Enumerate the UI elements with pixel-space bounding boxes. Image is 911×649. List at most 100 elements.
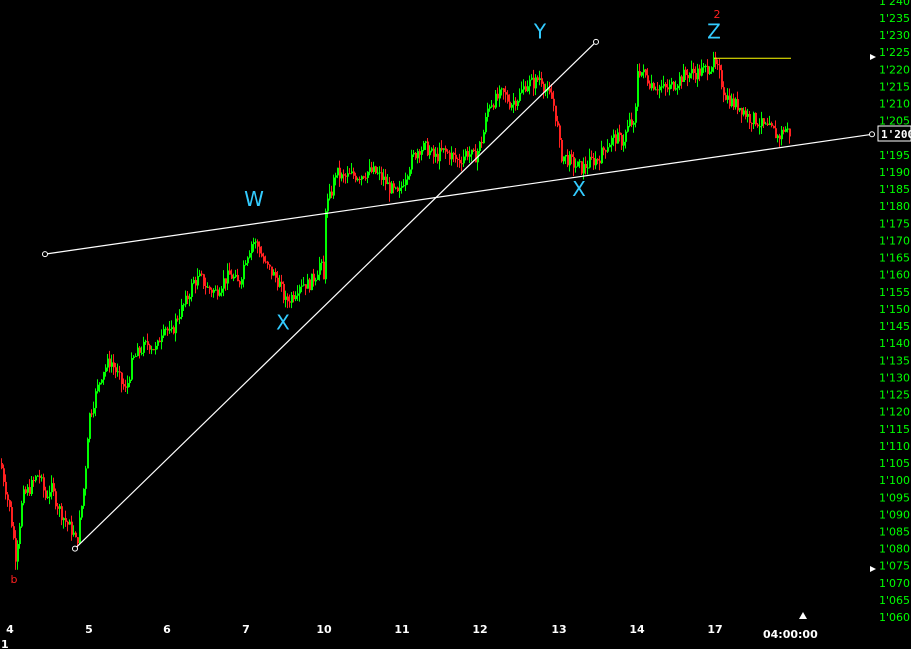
candle-body [707, 65, 709, 74]
candle-body [779, 135, 781, 140]
candle [473, 148, 475, 152]
candle [495, 89, 497, 110]
y-tick-label: 1'205 [879, 115, 910, 128]
candle-body [641, 72, 643, 76]
candle [455, 147, 457, 163]
candle [531, 74, 533, 81]
candle-body [307, 279, 309, 289]
candle-body [163, 329, 165, 336]
candle-body [393, 183, 395, 188]
wave-degree-label: 2 [714, 8, 721, 21]
trendline [44, 133, 873, 255]
candle [683, 64, 685, 83]
candle-body [417, 151, 419, 159]
candle [145, 339, 147, 345]
candle [499, 85, 501, 107]
candle [161, 329, 163, 350]
candle-body [167, 328, 169, 331]
y-tick-label: 1'195 [879, 149, 910, 162]
candle-body [645, 69, 647, 76]
candle-body [245, 263, 247, 265]
x-tick-label: 13 [551, 623, 566, 636]
candle-body [253, 242, 255, 245]
candle-body [317, 274, 319, 280]
candle [557, 115, 559, 128]
candle [325, 208, 327, 284]
candle [551, 83, 553, 99]
y-tick-label: 1'150 [879, 303, 910, 316]
candle-body [575, 166, 577, 168]
candle-body [479, 141, 481, 151]
candle-body [221, 288, 223, 293]
scroll-up-triangle-icon[interactable] [799, 612, 807, 619]
candle [111, 354, 113, 373]
candle-body [751, 122, 753, 125]
candle-body [97, 384, 99, 392]
candle-body [663, 84, 665, 87]
candle-body [721, 70, 723, 88]
candle-body [377, 172, 379, 174]
candle [239, 280, 241, 288]
candle [351, 162, 353, 175]
candle [85, 465, 87, 496]
candle-body [179, 317, 181, 319]
candle [311, 273, 313, 291]
candle [49, 485, 51, 505]
candle-body [725, 95, 727, 100]
candle-body [445, 148, 447, 152]
candle-body [285, 296, 287, 300]
candle-body [783, 129, 785, 132]
candle-body [553, 98, 555, 106]
y-tick-label: 1'090 [879, 508, 910, 521]
candle [439, 142, 441, 170]
candle [303, 277, 305, 287]
candle-body [623, 141, 625, 146]
candle-body [533, 77, 535, 89]
candle [631, 112, 633, 128]
candle-body [267, 261, 269, 265]
candle [217, 285, 219, 300]
candle-body [665, 84, 667, 88]
candle-body [541, 78, 543, 84]
candle-body [339, 167, 341, 179]
candle [653, 81, 655, 91]
candle [703, 63, 705, 73]
candle-body [229, 270, 231, 275]
candle-body [451, 152, 453, 160]
candle [23, 485, 25, 506]
candle [615, 130, 617, 152]
candle [451, 146, 453, 166]
candle-body [333, 177, 335, 196]
candle [571, 149, 573, 165]
candle-body [273, 272, 275, 276]
candle [513, 92, 515, 113]
candle [295, 291, 297, 302]
candle [441, 140, 443, 152]
candle [429, 145, 431, 159]
candle [75, 531, 77, 538]
candle [199, 269, 201, 277]
candle [657, 82, 659, 95]
candle-body [487, 108, 489, 117]
candle [685, 66, 687, 81]
candle [471, 149, 473, 162]
candle-body [703, 66, 705, 68]
candle [669, 79, 671, 96]
candle [9, 499, 11, 512]
candle [581, 161, 583, 175]
candle-body [513, 100, 515, 105]
candle [655, 86, 657, 91]
candle [663, 75, 665, 89]
candle [659, 84, 661, 99]
candle-body [627, 126, 629, 132]
candle-body [119, 371, 121, 373]
candle-body [323, 261, 325, 280]
candle-body [375, 166, 377, 174]
y-tick-label: 1'110 [879, 440, 910, 453]
candle [363, 175, 365, 180]
candle [261, 246, 263, 258]
candle [255, 238, 257, 249]
candle-body [615, 134, 617, 144]
candle-body [117, 371, 119, 373]
y-tick-label: 1'220 [879, 63, 910, 76]
